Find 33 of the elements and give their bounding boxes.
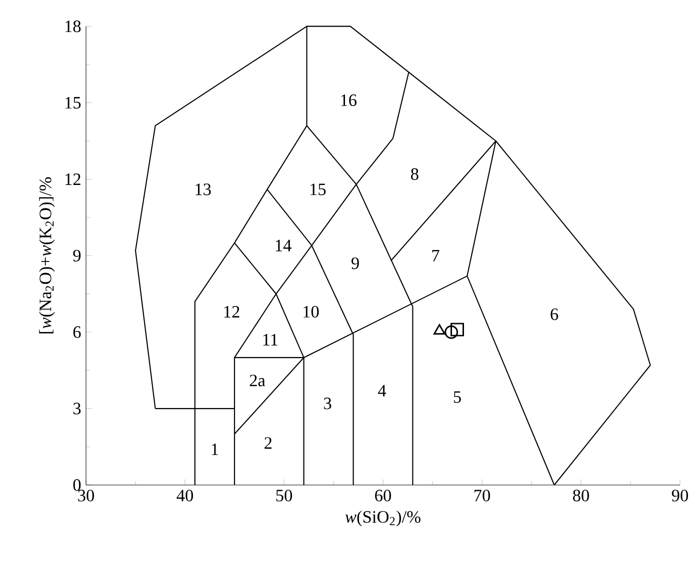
annotation: 3 <box>324 398 332 410</box>
annotation: 4 <box>378 385 386 396</box>
annotation: 11 <box>263 334 278 346</box>
x-tick-label: 90 <box>672 490 688 502</box>
x-tick-label: 50 <box>276 490 292 502</box>
y-tick-label: 6 <box>73 326 81 338</box>
y-tick-label: 18 <box>65 20 81 32</box>
x-tick-label: 80 <box>573 490 590 502</box>
y-tick-label: 12 <box>65 173 80 185</box>
annotation: 8 <box>411 168 418 180</box>
annotation: 7 <box>432 250 440 262</box>
annotation: 2 <box>264 437 272 449</box>
x-tick-label: 30 <box>78 490 94 502</box>
annotation: 6 <box>550 308 558 320</box>
annotation: 16 <box>341 94 357 106</box>
annotation: 9 <box>352 257 359 270</box>
annotation: 2a <box>250 374 266 386</box>
y-tick-label: 3 <box>73 402 81 414</box>
x-tick-label: 70 <box>474 490 490 502</box>
y-tick-label: 9 <box>73 250 81 262</box>
annotation: 15 <box>310 184 326 196</box>
annotation: 14 <box>276 240 292 252</box>
x-tick-label: 40 <box>176 490 194 502</box>
x-tick-label: 60 <box>375 490 392 502</box>
annotation: 10 <box>304 306 319 318</box>
annotation: 13 <box>196 184 211 196</box>
y-tick-label: 0 <box>73 479 81 491</box>
text: [w(Na$_{2}$O)+w(K$_{2}$O)]/% <box>39 177 55 334</box>
x-axis-title: w(SiO$_{2}$)/% <box>345 510 420 526</box>
annotation: 1 <box>212 444 218 456</box>
y-tick-label: 15 <box>65 96 81 109</box>
annotation: 12 <box>224 306 240 318</box>
annotation: 5 <box>454 391 461 403</box>
